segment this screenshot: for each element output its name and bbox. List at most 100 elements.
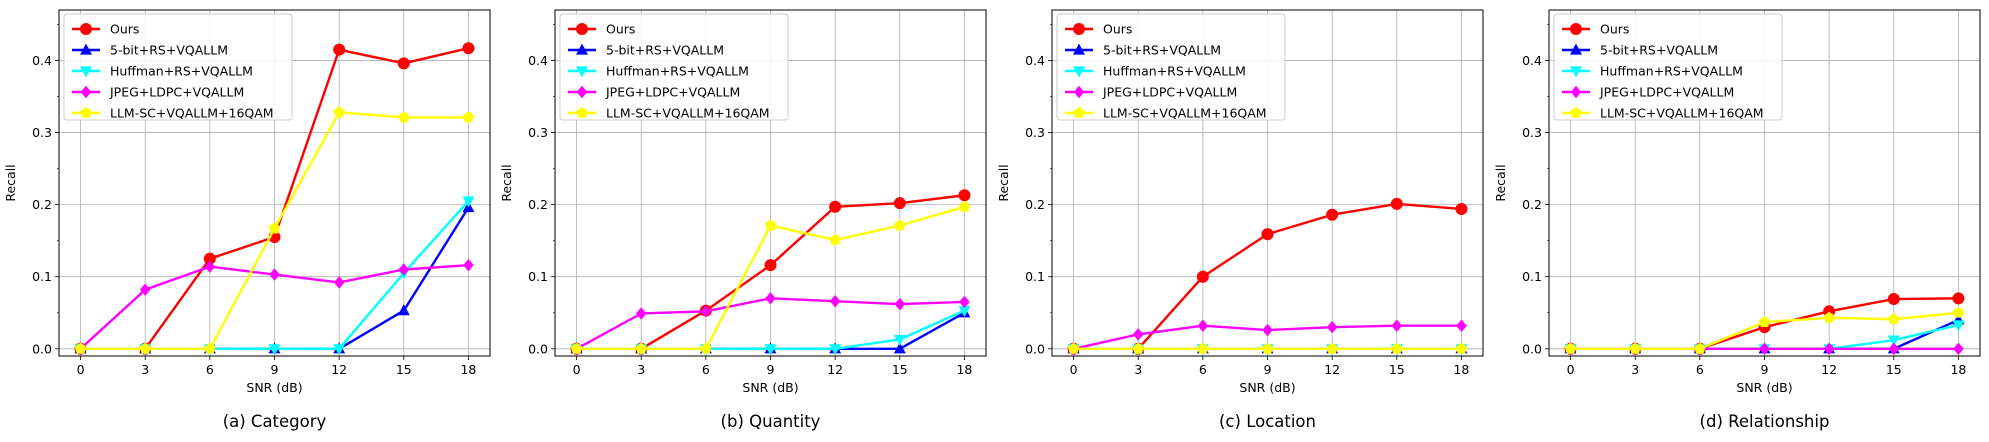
panel-caption: (b) Quantity	[721, 412, 821, 431]
y-tick-label: 0.4	[1025, 53, 1045, 68]
legend-swatch-marker	[575, 23, 589, 35]
data-point	[1326, 342, 1338, 354]
axes-frame	[1548, 9, 1981, 357]
axes-frame	[554, 9, 987, 357]
data-point	[700, 342, 712, 354]
data-point	[1455, 342, 1468, 354]
x-axis-label: SNR (dB)	[1736, 380, 1792, 395]
y-tick-label: 0.1	[1522, 269, 1542, 284]
data-point	[1887, 293, 1900, 305]
data-point	[1953, 342, 1964, 356]
x-tick-label: 3	[637, 362, 645, 377]
x-tick-label: 9	[1264, 362, 1272, 377]
data-point	[462, 196, 475, 208]
x-tick-label: 3	[141, 362, 149, 377]
data-point	[1629, 342, 1642, 354]
y-tick-label: 0.4	[1522, 53, 1542, 68]
legend-swatch-marker	[576, 66, 588, 78]
data-point	[764, 344, 777, 356]
data-point	[333, 43, 346, 56]
legend-swatch-marker	[1073, 66, 1085, 78]
x-tick-label: 9	[1761, 362, 1769, 377]
legend-label: LLM-SC+VQALLM+16QAM	[1103, 106, 1267, 121]
x-tick-label: 12	[1324, 362, 1340, 377]
data-point	[829, 233, 841, 245]
data-point	[1197, 342, 1209, 354]
legend-swatch-marker	[80, 43, 92, 55]
data-point	[1196, 270, 1209, 283]
data-point	[1326, 320, 1338, 334]
legend-label: Huffman+RS+VQALLM	[110, 64, 253, 79]
legend-label: JPEG+LDPC+VQALLM	[1102, 85, 1237, 100]
x-axis-label: SNR (dB)	[246, 380, 302, 395]
data-point	[139, 283, 151, 296]
data-point	[1391, 319, 1403, 332]
x-tick-label: 3	[1134, 362, 1142, 377]
data-point	[893, 342, 906, 354]
legend-label: 5-bit+RS+VQALLM	[1600, 43, 1718, 58]
data-point	[700, 305, 712, 318]
data-point	[397, 111, 410, 123]
data-point	[269, 268, 280, 281]
legend-label: Ours	[1103, 22, 1132, 37]
legend-swatch-marker	[80, 106, 92, 118]
legend-label: JPEG+LDPC+VQALLM	[1599, 85, 1734, 100]
legend-swatch-marker	[1073, 85, 1085, 99]
y-axis-label: Recall	[1493, 164, 1508, 201]
x-tick-label: 18	[460, 362, 476, 377]
x-tick-label: 15	[892, 362, 908, 377]
data-point	[1132, 342, 1145, 354]
chart-panel-4: 0 3 6 9 12 15 18 0.0 0.1 0.2 0.3 0.4 SNR (dB) Recall (…	[1493, 9, 1981, 431]
x-tick-label: 18	[956, 362, 972, 377]
data-point	[1887, 313, 1900, 325]
data-point	[333, 276, 345, 289]
x-tick-label: 9	[271, 362, 279, 377]
legend-label: Ours	[1600, 22, 1629, 37]
legend-box	[63, 13, 293, 121]
legend-label: LLM-SC+VQALLM+16QAM	[1600, 106, 1764, 121]
y-tick-label: 0.4	[32, 53, 52, 68]
y-tick-label: 0.0	[32, 341, 52, 356]
y-tick-label: 0.1	[1025, 269, 1045, 284]
legend-label: 5-bit+RS+VQALLM	[110, 43, 228, 58]
data-point	[397, 304, 410, 316]
x-tick-label: 0	[1567, 362, 1575, 377]
data-point	[1261, 342, 1274, 354]
chart-panel-1: 0 3 6 9 12 15 18 0.0 0.1 0.2 0.3 0.4 SNR (dB) Recall (…	[3, 9, 491, 431]
data-point	[1887, 335, 1900, 347]
x-tick-label: 12	[1821, 362, 1837, 377]
data-point	[1758, 316, 1771, 328]
data-point	[1564, 342, 1577, 354]
y-tick-label: 0.2	[32, 197, 52, 212]
y-tick-label: 0.2	[1025, 197, 1045, 212]
legend-swatch-marker	[1570, 106, 1582, 118]
y-tick-label: 0.2	[528, 197, 548, 212]
x-tick-label: 12	[331, 362, 347, 377]
x-tick-label: 12	[827, 362, 843, 377]
data-point	[829, 200, 842, 213]
y-tick-label: 0.1	[528, 269, 548, 284]
legend-label: Ours	[606, 22, 635, 37]
data-point	[958, 200, 971, 212]
data-point	[398, 263, 410, 276]
panel-caption: (a) Category	[223, 412, 327, 431]
data-point	[1456, 319, 1467, 332]
x-tick-label: 18	[1950, 362, 1966, 377]
data-point	[893, 219, 906, 231]
data-point	[1261, 228, 1274, 241]
legend-swatch-marker	[1570, 85, 1582, 99]
data-point	[570, 342, 583, 354]
y-tick-label: 0.3	[32, 125, 52, 140]
panel-caption: (c) Location	[1219, 412, 1316, 431]
data-point	[764, 219, 777, 231]
data-point	[333, 106, 345, 118]
panel-caption: (d) Relationship	[1700, 412, 1830, 431]
legend-box	[1056, 13, 1286, 121]
data-point	[1759, 342, 1770, 356]
legend-label: Huffman+RS+VQALLM	[1103, 64, 1246, 79]
y-tick-label: 0.0	[528, 341, 548, 356]
legend-swatch-marker	[79, 23, 93, 35]
data-point	[1888, 342, 1900, 356]
data-point	[397, 57, 410, 70]
